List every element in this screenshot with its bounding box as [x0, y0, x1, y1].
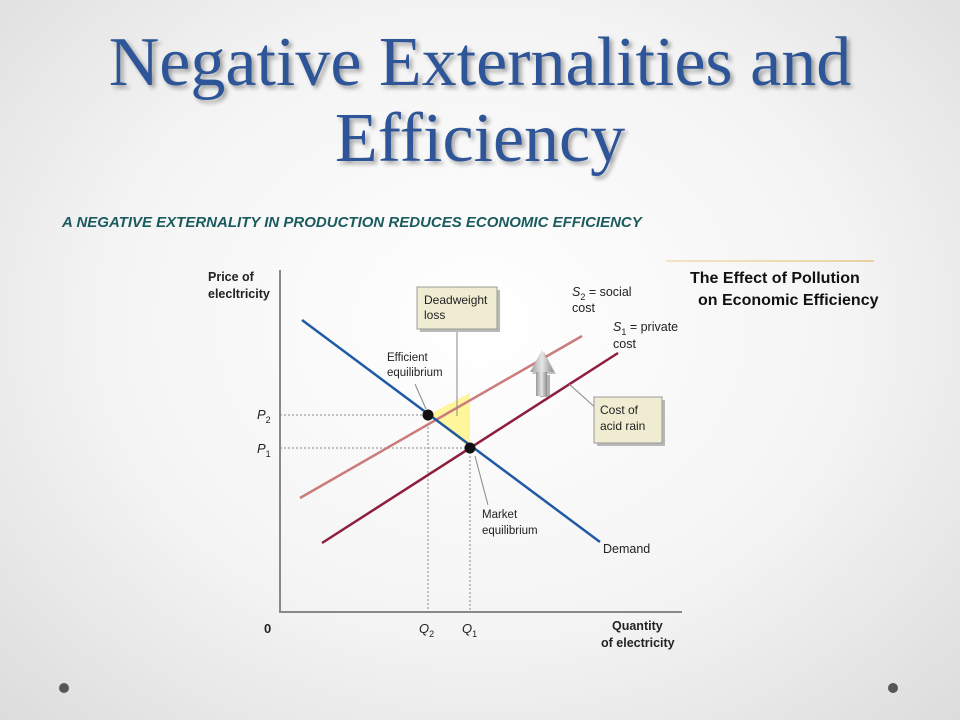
title-line-2: Efficiency — [334, 100, 626, 177]
p1-label: P1 — [257, 441, 271, 459]
acid-rain-label-2: acid rain — [600, 419, 645, 433]
side-divider — [666, 260, 874, 262]
market-equilibrium-point — [464, 442, 476, 454]
upward-shift-arrow-icon — [530, 350, 556, 397]
demand-curve — [301, 318, 601, 544]
p2-label: P2 — [257, 407, 271, 425]
cost-of-acid-rain-callout: Cost of acid rain — [593, 396, 665, 446]
origin-label: 0 — [264, 621, 271, 636]
y-axis-label-1: Price of — [208, 270, 255, 284]
x-axis-label-1: Quantity — [612, 619, 663, 633]
acid-rain-label-1: Cost of — [600, 403, 639, 417]
q1-label: Q1 — [462, 621, 477, 639]
efficient-equilibrium-point — [422, 409, 434, 421]
subtitle: A NEGATIVE EXTERNALITY IN PRODUCTION RED… — [62, 214, 642, 231]
deadweight-label-1: Deadweight — [424, 293, 488, 307]
deadweight-loss-callout: Deadweight loss — [416, 286, 500, 332]
market-label-1: Market — [482, 509, 518, 521]
s1-label: S1 = private — [613, 320, 678, 337]
slide-nav-dot-right — [888, 683, 898, 693]
deadweight-label-2: loss — [424, 308, 445, 322]
market-leader — [474, 455, 489, 506]
market-label-2: equilibrium — [482, 525, 538, 537]
efficient-label-1: Efficient — [387, 352, 429, 364]
side-title-line-1: The Effect of Pollution — [690, 270, 860, 287]
y-axis-label-2: elecltricity — [208, 287, 270, 301]
s2-label: S2 = social — [572, 285, 632, 302]
efficient-leader — [414, 383, 427, 410]
q2-label: Q2 — [419, 621, 434, 639]
s2-label-line-2: cost — [572, 301, 595, 315]
title-line-1: Negative Externalities and — [108, 24, 852, 101]
slide-nav-dot-left — [59, 683, 69, 693]
x-axis-label-2: of electricity — [601, 636, 675, 650]
acid-rain-leader — [568, 383, 599, 411]
side-title-line-2: on Economic Efficiency — [698, 292, 879, 309]
s1-label-line-2: cost — [613, 337, 636, 351]
demand-label: Demand — [603, 542, 650, 556]
efficient-label-2: equilibrium — [387, 367, 443, 379]
side-title: The Effect of Pollution on Economic Effi… — [690, 268, 920, 312]
